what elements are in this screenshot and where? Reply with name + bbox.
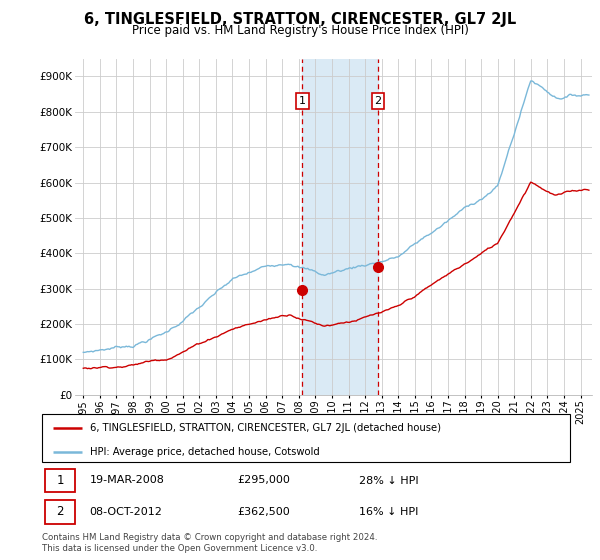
Text: £295,000: £295,000: [238, 475, 290, 486]
FancyBboxPatch shape: [42, 414, 570, 462]
FancyBboxPatch shape: [44, 500, 75, 524]
Text: 2: 2: [374, 96, 382, 106]
Text: Price paid vs. HM Land Registry's House Price Index (HPI): Price paid vs. HM Land Registry's House …: [131, 24, 469, 37]
Text: £362,500: £362,500: [238, 507, 290, 517]
Text: 16% ↓ HPI: 16% ↓ HPI: [359, 507, 418, 517]
Text: 08-OCT-2012: 08-OCT-2012: [89, 507, 163, 517]
Text: 19-MAR-2008: 19-MAR-2008: [89, 475, 164, 486]
Text: HPI: Average price, detached house, Cotswold: HPI: Average price, detached house, Cots…: [89, 446, 319, 456]
Text: 2: 2: [56, 505, 64, 519]
Text: 6, TINGLESFIELD, STRATTON, CIRENCESTER, GL7 2JL: 6, TINGLESFIELD, STRATTON, CIRENCESTER, …: [84, 12, 516, 27]
Text: Contains HM Land Registry data © Crown copyright and database right 2024.
This d: Contains HM Land Registry data © Crown c…: [42, 533, 377, 553]
FancyBboxPatch shape: [44, 469, 75, 492]
Text: 28% ↓ HPI: 28% ↓ HPI: [359, 475, 418, 486]
Bar: [302, 59, 378, 395]
Text: 1: 1: [299, 96, 306, 106]
Text: 1: 1: [56, 474, 64, 487]
Text: 6, TINGLESFIELD, STRATTON, CIRENCESTER, GL7 2JL (detached house): 6, TINGLESFIELD, STRATTON, CIRENCESTER, …: [89, 423, 440, 433]
